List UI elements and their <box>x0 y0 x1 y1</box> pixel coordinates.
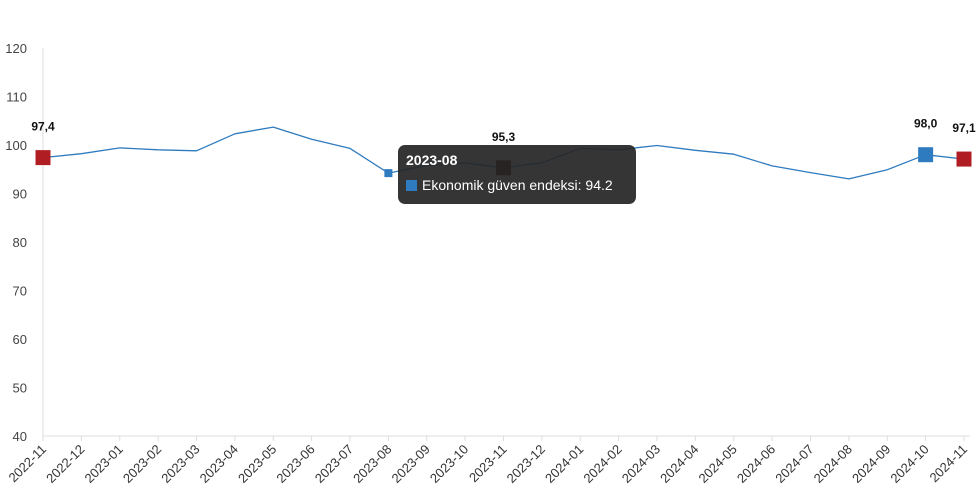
y-tick-label: 90 <box>13 187 27 202</box>
marker-point <box>918 147 934 163</box>
tooltip-row: Ekonomik güven endeksi: 94.2 <box>406 177 628 194</box>
tooltip-series-swatch <box>406 180 417 191</box>
data-label: 97,4 <box>31 120 55 134</box>
data-label: 98,0 <box>914 117 938 131</box>
tooltip: 2023-08 Ekonomik güven endeksi: 94.2 <box>398 145 636 204</box>
y-tick-label: 110 <box>6 90 27 105</box>
x-tick-label: 2023-06 <box>273 442 317 486</box>
data-label-group: 97,4 95,3 98,0 97,1 <box>31 117 976 144</box>
y-tick-label: 80 <box>13 235 27 250</box>
x-tick-label: 2024-03 <box>619 442 663 486</box>
x-tick-label: 2024-02 <box>580 442 624 486</box>
x-tick-label: 2022-11 <box>5 442 49 486</box>
x-tick-label: 2023-10 <box>427 442 471 486</box>
x-tick-label: 2024-05 <box>696 442 740 486</box>
x-tick-label: 2023-12 <box>504 442 548 486</box>
x-tick-label: 2023-02 <box>120 442 164 486</box>
tooltip-series-label: Ekonomik güven endeksi: 94.2 <box>422 177 613 193</box>
x-tick-label: 2023-01 <box>82 442 126 486</box>
marker-point <box>956 151 972 167</box>
highlight-point <box>384 169 393 178</box>
x-tick-label: 2023-09 <box>389 442 433 486</box>
x-tick-label: 2024-11 <box>926 442 970 486</box>
x-tick-label: 2024-09 <box>849 442 893 486</box>
x-tick-label: 2024-06 <box>734 442 778 486</box>
x-axis-ticks: 2022-112022-122023-012023-022023-032023-… <box>5 436 970 486</box>
y-tick-label: 50 <box>13 381 27 396</box>
x-tick-label: 2023-08 <box>350 442 394 486</box>
x-tick-label: 2023-11 <box>466 442 510 486</box>
axes <box>42 48 970 437</box>
tooltip-title: 2023-08 <box>406 152 458 168</box>
data-label: 97,1 <box>952 121 976 135</box>
y-tick-label: 100 <box>5 138 27 153</box>
x-tick-label: 2024-01 <box>542 442 586 486</box>
y-axis-ticks: 40 50 60 70 80 90 100 110 120 <box>5 41 27 444</box>
marker-point <box>35 150 51 166</box>
x-tick-label: 2023-03 <box>158 442 202 486</box>
x-tick-label: 2022-12 <box>43 442 87 486</box>
x-tick-label: 2024-07 <box>772 442 816 486</box>
x-tick-label: 2024-04 <box>657 442 701 486</box>
y-tick-label: 70 <box>13 284 27 299</box>
x-tick-label: 2024-08 <box>811 442 855 486</box>
x-tick-label: 2023-05 <box>235 442 279 486</box>
x-tick-label: 2023-07 <box>312 442 356 486</box>
data-label: 95,3 <box>492 130 516 144</box>
y-tick-label: 120 <box>5 41 27 56</box>
x-tick-label: 2024-10 <box>887 442 931 486</box>
y-tick-label: 60 <box>13 332 27 347</box>
y-tick-label: 40 <box>13 429 27 444</box>
x-tick-label: 2023-04 <box>197 442 241 486</box>
